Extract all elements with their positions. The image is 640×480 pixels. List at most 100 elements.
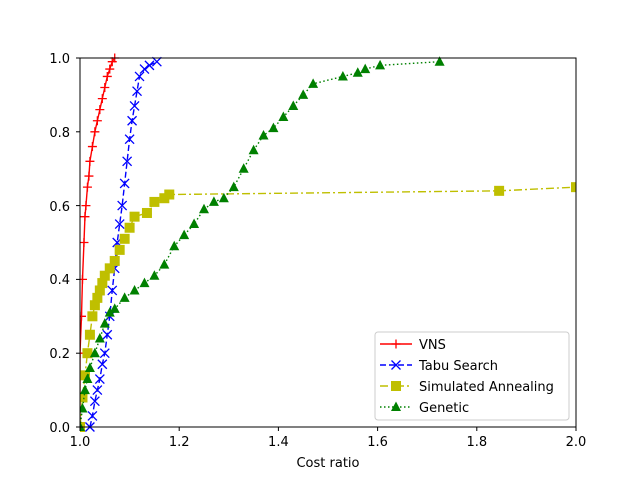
data-point-tabu-search (144, 60, 155, 71)
data-point-genetic (129, 284, 140, 295)
data-point-tabu-search (107, 285, 118, 296)
data-point-genetic (82, 373, 93, 384)
y-tick-label: 1.0 (49, 52, 70, 67)
data-point-genetic (218, 192, 229, 203)
data-point-tabu-search (129, 101, 140, 111)
legend-marker-simulated-annealing (391, 381, 401, 391)
y-tick-label: 0.6 (49, 200, 70, 215)
data-point-vns (80, 274, 87, 284)
data-point-simulated-annealing (99, 270, 110, 281)
data-point-simulated-annealing (80, 392, 88, 403)
data-point-simulated-annealing (104, 263, 115, 274)
data-point-genetic (99, 318, 110, 328)
data-point-genetic (352, 67, 363, 77)
data-point-tabu-search (114, 219, 125, 230)
data-point-simulated-annealing (141, 207, 152, 218)
data-point-tabu-search (119, 178, 130, 189)
data-point-tabu-search (117, 200, 128, 211)
data-point-simulated-annealing (129, 211, 140, 222)
data-point-tabu-search (92, 385, 103, 396)
data-point-vns (80, 238, 89, 247)
data-point-vns (80, 212, 90, 222)
y-tick-label: 0.8 (49, 126, 70, 141)
data-point-vns (80, 311, 86, 321)
x-axis: 1.0 1.2 1.4 1.6 1.8 2.0 Cost ratio (70, 427, 587, 471)
legend-label-vns: VNS (419, 338, 446, 353)
y-tick-marks (76, 57, 80, 428)
data-point-simulated-annealing (494, 185, 505, 196)
x-axis-label: Cost ratio (296, 456, 359, 471)
data-point-tabu-search (132, 86, 142, 97)
data-point-genetic (94, 332, 105, 343)
data-point-genetic (139, 277, 150, 288)
series-genetic (80, 56, 445, 431)
data-point-tabu-search (139, 64, 150, 75)
data-point-genetic (258, 129, 269, 140)
data-point-simulated-annealing (94, 285, 105, 296)
data-point-genetic (434, 56, 445, 66)
data-point-vns (100, 83, 110, 93)
data-point-simulated-annealing (89, 300, 100, 311)
legend-marker-tabu-search (391, 360, 401, 370)
data-point-genetic (238, 163, 249, 173)
x-tick-label: 1.4 (268, 435, 289, 450)
data-point-genetic (104, 307, 115, 317)
data-point-simulated-annealing (92, 292, 103, 303)
series-simulated-annealing (80, 182, 576, 432)
data-point-vns (84, 171, 94, 181)
legend-marker-genetic (391, 401, 401, 411)
data-point-simulated-annealing (80, 370, 90, 381)
data-point-simulated-annealing (149, 196, 160, 207)
data-point-vns (105, 64, 115, 74)
data-point-tabu-search (87, 410, 98, 421)
data-point-genetic (278, 111, 289, 122)
data-point-genetic (199, 203, 209, 214)
data-point-genetic (308, 78, 319, 88)
data-point-simulated-annealing (109, 255, 120, 266)
data-point-vns (97, 94, 107, 104)
data-point-genetic (84, 362, 95, 372)
x-tick-label: 1.6 (367, 435, 388, 450)
data-point-genetic (80, 403, 88, 413)
data-point-simulated-annealing (114, 244, 125, 255)
data-point-genetic (288, 100, 299, 110)
x-tick-label: 2.0 (566, 435, 587, 450)
data-point-simulated-annealing (119, 233, 130, 244)
data-point-genetic (149, 270, 160, 280)
series-layer (80, 53, 576, 432)
y-axis: 0.0 0.2 0.4 0.6 0.8 1.0 (49, 52, 80, 436)
data-point-genetic (228, 181, 239, 192)
legend-label-tabu-search: Tabu Search (418, 359, 498, 374)
plot-frame (79, 57, 577, 428)
data-point-tabu-search (127, 115, 138, 126)
data-point-tabu-search (134, 71, 145, 82)
legend: VNS Tabu Search Simulated Annealing Gene… (374, 331, 570, 421)
data-point-simulated-annealing (87, 311, 98, 322)
data-point-genetic (169, 240, 180, 251)
legend-label-genetic: Genetic (419, 401, 469, 416)
data-point-genetic (119, 292, 130, 302)
legend-marker-vns (391, 339, 401, 349)
data-point-simulated-annealing (84, 329, 95, 340)
data-point-tabu-search (102, 329, 113, 340)
series-tabu-search (84, 56, 162, 432)
data-point-tabu-search (89, 396, 100, 407)
data-point-simulated-annealing (97, 278, 108, 289)
data-point-tabu-search (99, 348, 110, 359)
data-point-tabu-search (94, 374, 105, 384)
data-point-simulated-annealing (571, 182, 576, 193)
x-tick-label: 1.2 (169, 435, 190, 450)
data-point-vns (85, 156, 95, 166)
data-point-genetic (189, 218, 200, 229)
y-tick-label: 0.4 (49, 273, 70, 288)
data-point-genetic (179, 229, 190, 240)
y-tick-label: 0.0 (49, 421, 70, 436)
data-point-genetic (248, 144, 259, 155)
data-point-genetic (375, 59, 386, 70)
legend-label-simulated-annealing: Simulated Annealing (419, 380, 554, 395)
series-line-tabu-search (89, 61, 158, 428)
data-point-vns (102, 71, 112, 81)
data-point-vns (92, 116, 102, 126)
legend-box (374, 331, 570, 421)
